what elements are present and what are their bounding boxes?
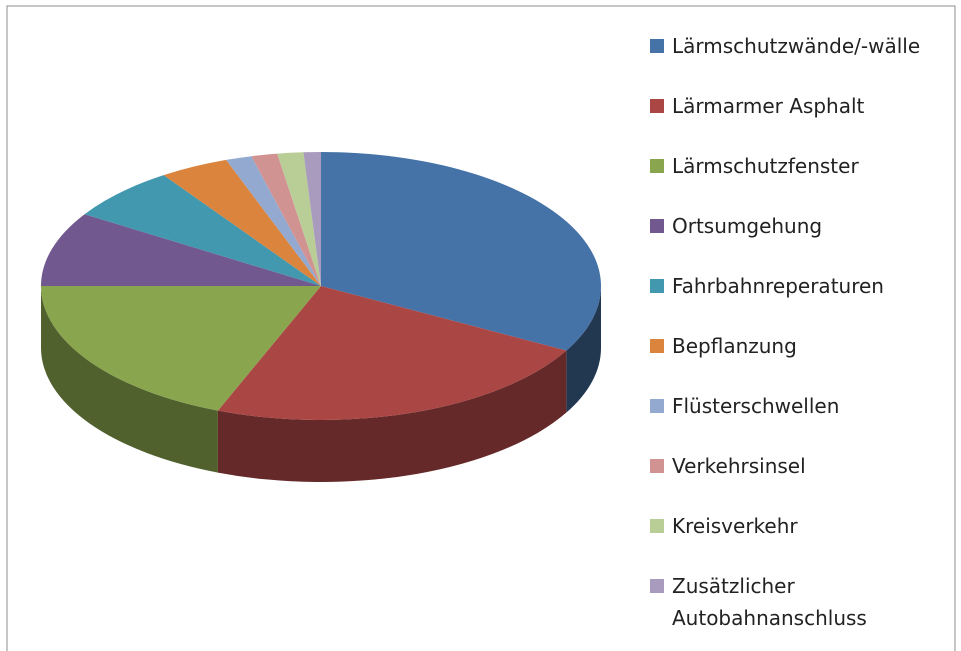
legend-item: Bepflanzung	[650, 330, 950, 390]
legend-label: Lärmschutzfenster	[672, 154, 859, 178]
legend-swatch	[650, 339, 664, 353]
legend-item: Lärmschutzwände/-wälle	[650, 30, 950, 90]
legend-item: Ortsumgehung	[650, 210, 950, 270]
chart-frame	[6, 5, 956, 651]
pie-slice	[277, 152, 321, 286]
legend-label: Kreisverkehr	[672, 514, 798, 538]
legend-label: Fahrbahnreperaturen	[672, 274, 884, 298]
legend-item: Kreisverkehr	[650, 510, 950, 570]
pie-slice	[321, 152, 601, 351]
pie-slice	[303, 152, 321, 286]
legend-swatch	[650, 519, 664, 533]
legend-label: Lärmschutzwände/-wälle	[672, 34, 921, 58]
legend-swatch	[650, 279, 664, 293]
pie-slice	[251, 153, 321, 286]
pie-slice	[84, 175, 321, 286]
pie-slice	[163, 159, 321, 286]
legend-item: Flüsterschwellen	[650, 390, 950, 450]
legend-swatch	[650, 99, 664, 113]
pie-slice	[41, 286, 321, 411]
legend-swatch	[650, 579, 664, 593]
legend-label: Flüsterschwellen	[672, 394, 840, 418]
pie-slice-side	[566, 286, 601, 413]
legend-label: Zusätzlicher Autobahnanschluss	[672, 574, 867, 630]
legend-item: Lärmschutzfenster	[650, 150, 950, 210]
pie-slice	[217, 286, 567, 420]
pie-slice	[226, 156, 321, 286]
legend-item: Verkehrsinsel	[650, 450, 950, 510]
legend-swatch	[650, 159, 664, 173]
legend: Lärmschutzwände/-wälle Lärmarmer Asphalt L…	[650, 30, 950, 630]
legend-item: Lärmarmer Asphalt	[650, 90, 950, 150]
legend-item: Fahrbahnreperaturen	[650, 270, 950, 330]
legend-swatch	[650, 459, 664, 473]
legend-label: Bepflanzung	[672, 334, 797, 358]
legend-swatch	[650, 219, 664, 233]
legend-swatch	[650, 39, 664, 53]
pie-slice	[41, 214, 321, 286]
pie-slice-side	[41, 286, 218, 473]
pie-slice-side	[217, 350, 567, 482]
legend-label: Lärmarmer Asphalt	[672, 94, 865, 118]
legend-label: Ortsumgehung	[672, 214, 823, 238]
legend-item: Zusätzlicher Autobahnanschluss	[650, 570, 950, 630]
legend-swatch	[650, 399, 664, 413]
legend-label: Verkehrsinsel	[672, 454, 806, 478]
